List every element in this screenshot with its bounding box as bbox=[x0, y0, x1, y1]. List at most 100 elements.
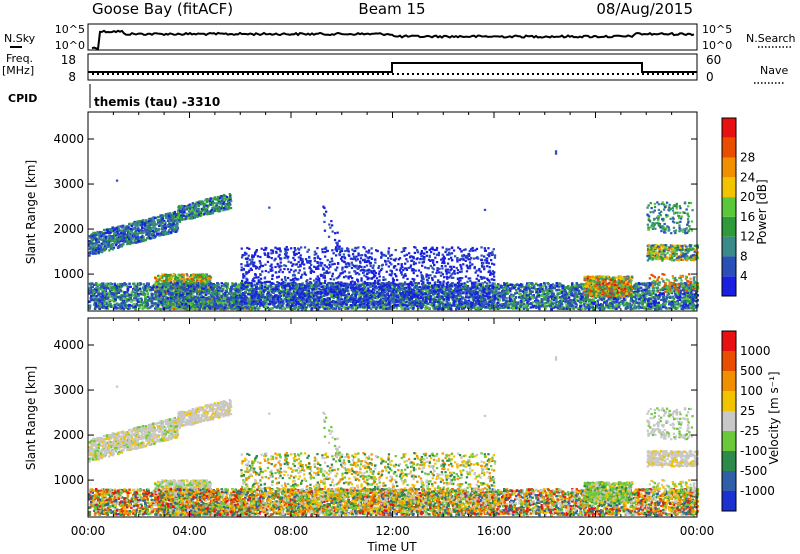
power-cell bbox=[122, 243, 124, 245]
power-cell bbox=[93, 236, 95, 238]
power-cell bbox=[135, 225, 137, 227]
power-cell bbox=[108, 235, 110, 237]
power-cell bbox=[121, 229, 123, 231]
date-title: 08/Aug/2015 bbox=[596, 0, 693, 18]
power-cell bbox=[123, 228, 125, 230]
power-cell bbox=[104, 247, 106, 249]
power-cell bbox=[141, 221, 143, 223]
power-cell bbox=[107, 232, 109, 234]
power-cell bbox=[206, 274, 208, 276]
power-cell bbox=[169, 277, 171, 279]
power-cell bbox=[153, 227, 155, 229]
cpid-value: themis (tau) -3310 bbox=[94, 95, 220, 109]
power-cell bbox=[152, 217, 154, 219]
power-cell bbox=[170, 219, 172, 221]
power-cell bbox=[180, 280, 182, 282]
power-cell bbox=[149, 218, 151, 220]
power-cell bbox=[157, 230, 159, 232]
power-cell bbox=[94, 232, 96, 234]
power-cell bbox=[230, 200, 232, 202]
power-cell bbox=[202, 207, 204, 209]
power-cell bbox=[198, 205, 200, 207]
power-cell bbox=[192, 202, 194, 204]
power-cell bbox=[229, 207, 231, 209]
power-cell bbox=[198, 214, 200, 216]
power-cell bbox=[153, 237, 155, 239]
power-cell bbox=[110, 237, 112, 239]
power-cell bbox=[199, 278, 201, 280]
power-cell bbox=[164, 233, 166, 235]
power-cell bbox=[117, 242, 119, 244]
power-cell bbox=[103, 249, 105, 251]
power-cell bbox=[127, 229, 129, 231]
power-cell bbox=[149, 233, 151, 235]
power-cell bbox=[191, 212, 193, 214]
power-cell bbox=[128, 231, 130, 233]
power-cell bbox=[156, 279, 158, 281]
power-cell bbox=[142, 219, 144, 221]
power-cell bbox=[187, 217, 189, 219]
power-cell bbox=[108, 239, 110, 241]
power-cell bbox=[214, 206, 216, 208]
power-cell bbox=[191, 278, 193, 280]
power-cell bbox=[177, 211, 179, 213]
power-cell bbox=[183, 211, 185, 213]
power-cell bbox=[126, 243, 128, 245]
power-cell bbox=[93, 242, 95, 244]
power-cell bbox=[226, 198, 228, 200]
power-cell bbox=[150, 220, 152, 222]
power-cell bbox=[205, 212, 207, 214]
power-cell bbox=[186, 208, 188, 210]
power-cell bbox=[98, 248, 100, 250]
power-cell bbox=[211, 207, 213, 209]
power-cell bbox=[212, 204, 214, 206]
power-cell bbox=[148, 220, 150, 222]
power-cell bbox=[186, 278, 188, 280]
power-cell bbox=[210, 197, 212, 199]
power-cell bbox=[98, 241, 100, 243]
power-cell bbox=[106, 229, 108, 231]
power-cell bbox=[98, 251, 100, 253]
power-cell bbox=[111, 245, 113, 247]
power-cell bbox=[173, 280, 175, 282]
power-cell bbox=[125, 235, 127, 237]
power-cell bbox=[223, 207, 225, 209]
power-cell bbox=[145, 239, 147, 241]
power-cell bbox=[100, 251, 102, 253]
power-cell bbox=[154, 277, 156, 279]
power-cell bbox=[199, 211, 201, 213]
power-cell bbox=[164, 280, 166, 282]
power-cell bbox=[180, 208, 182, 210]
power-cell bbox=[173, 223, 175, 225]
power-cell bbox=[172, 218, 174, 220]
power-cell bbox=[228, 205, 230, 207]
power-cell bbox=[206, 210, 208, 212]
power-cell bbox=[141, 227, 143, 229]
power-cell bbox=[176, 226, 178, 228]
power-cell bbox=[173, 213, 175, 215]
power-cell bbox=[139, 229, 141, 231]
power-cell bbox=[197, 209, 199, 211]
power-cell bbox=[89, 242, 91, 244]
power-cell bbox=[166, 225, 168, 227]
power-cell bbox=[135, 238, 137, 240]
power-cell bbox=[132, 237, 134, 239]
power-cell bbox=[166, 279, 168, 281]
power-cell bbox=[137, 228, 139, 230]
power-cell bbox=[175, 276, 177, 278]
power-cell bbox=[227, 208, 229, 210]
power-cell bbox=[138, 220, 140, 222]
power-cell bbox=[217, 199, 219, 201]
power-cell bbox=[119, 236, 121, 238]
power-cell bbox=[161, 227, 163, 229]
power-cell bbox=[209, 212, 211, 214]
power-cell bbox=[179, 211, 181, 213]
power-cell bbox=[182, 218, 184, 220]
power-cell bbox=[161, 273, 163, 275]
power-cell bbox=[134, 222, 136, 224]
power-cell bbox=[203, 204, 205, 206]
noise-tick-high-right: 10^5 bbox=[702, 23, 732, 36]
power-cell bbox=[120, 232, 122, 234]
power-cell bbox=[92, 252, 94, 254]
power-cell bbox=[128, 234, 130, 236]
